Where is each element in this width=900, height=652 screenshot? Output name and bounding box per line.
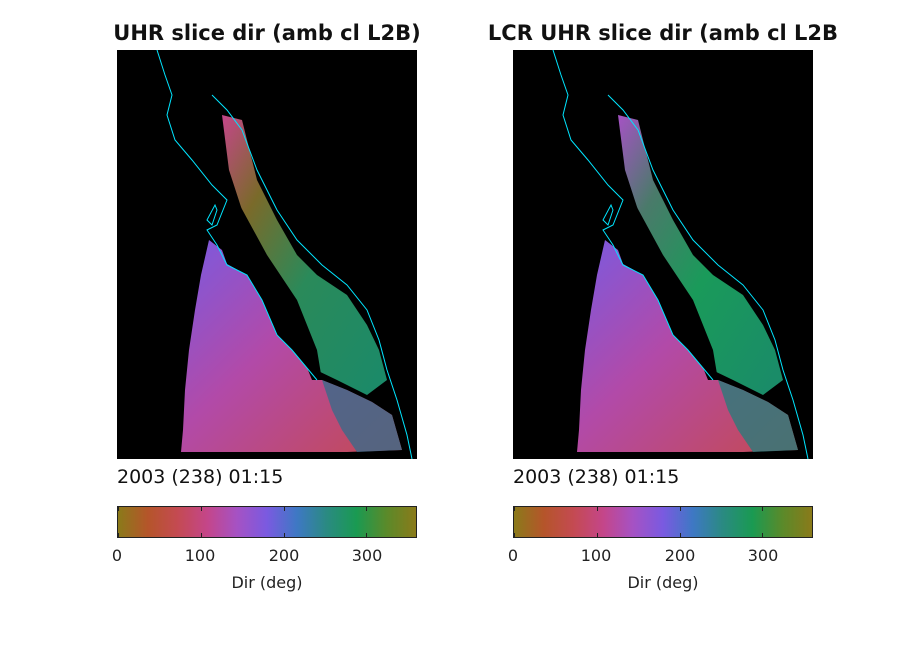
panel-1-map — [117, 50, 417, 459]
coastline-west — [156, 50, 318, 381]
cbar-tick-mark-top — [284, 507, 285, 511]
panel-1-field — [156, 50, 413, 459]
cbar-tick-mark-bottom — [201, 533, 202, 537]
panel-2-cbar-tick-200: 200 — [664, 546, 696, 565]
cbar-tick-mark-top — [680, 507, 681, 511]
field-region-gulf — [222, 115, 387, 395]
coastline-west — [552, 50, 714, 381]
panel-2-timestamp: 2003 (238) 01:15 — [513, 466, 680, 488]
field-region-gulf — [618, 115, 783, 395]
cbar-tick-mark-bottom — [118, 533, 119, 537]
field-region-east — [718, 380, 798, 452]
panel-2-cbar-tick-300: 300 — [747, 546, 779, 565]
cbar-tick-mark-top — [762, 507, 763, 511]
cbar-tick-mark-bottom — [366, 533, 367, 537]
panel-1-cbar-tick-300: 300 — [351, 546, 383, 565]
land-mask — [227, 200, 322, 380]
panel-2-map — [513, 50, 813, 459]
land-mask — [623, 200, 718, 380]
coastline-east — [211, 94, 413, 459]
cbar-tick-mark-top — [597, 507, 598, 511]
panel-2-cbar-tick-0: 0 — [507, 546, 519, 565]
panel-2-cbar-tick-100: 100 — [580, 546, 612, 565]
panel-1-title: UHR slice dir (amb cl L2B) — [113, 21, 421, 45]
coastline-island — [206, 203, 218, 226]
cbar-tick-mark-bottom — [284, 533, 285, 537]
panel-2-field — [552, 50, 809, 459]
field-region-east — [322, 380, 402, 452]
cbar-tick-mark-bottom — [680, 533, 681, 537]
cbar-tick-mark-top — [366, 507, 367, 511]
panel-1-cbar-tick-0: 0 — [111, 546, 123, 565]
panel-1-cbar-tick-200: 200 — [268, 546, 300, 565]
panel-1-cbar-label: Dir (deg) — [231, 573, 303, 592]
cbar-tick-mark-top — [514, 507, 515, 511]
panel-1-cbar-tick-100: 100 — [184, 546, 216, 565]
panel-2-title: LCR UHR slice dir (amb cl L2B — [487, 21, 839, 45]
panel-2-cbar-label: Dir (deg) — [627, 573, 699, 592]
panel-2-colorbar — [513, 506, 813, 538]
panel-1-colorbar — [117, 506, 417, 538]
coastline-east — [607, 94, 809, 459]
cbar-tick-mark-bottom — [762, 533, 763, 537]
cbar-tick-mark-bottom — [597, 533, 598, 537]
coastline-island — [602, 203, 614, 226]
cbar-tick-mark-top — [201, 507, 202, 511]
panel-1-timestamp: 2003 (238) 01:15 — [117, 466, 284, 488]
cbar-tick-mark-top — [118, 507, 119, 511]
cbar-tick-mark-bottom — [514, 533, 515, 537]
